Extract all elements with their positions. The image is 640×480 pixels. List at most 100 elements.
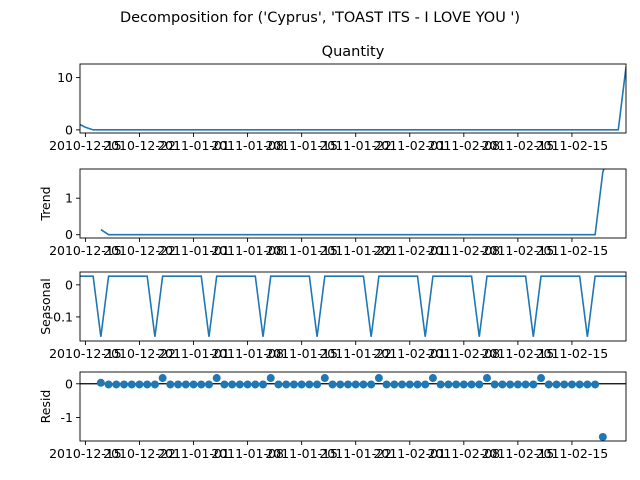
trend-xtick-label: 2011-02-15 bbox=[536, 243, 609, 258]
resid-point bbox=[150, 380, 159, 389]
trend-xtick-label: 2011-01-15 bbox=[265, 243, 338, 258]
quantity-xtick-label: 2011-02-08 bbox=[427, 138, 500, 153]
resid-point bbox=[583, 380, 592, 389]
quantity-axes-frame bbox=[79, 63, 627, 134]
seasonal-xtick-label: 2011-02-01 bbox=[373, 346, 446, 361]
resid-point bbox=[112, 380, 121, 389]
resid-point bbox=[598, 432, 607, 441]
resid-point bbox=[120, 380, 129, 389]
resid-point bbox=[390, 380, 399, 389]
resid-point bbox=[475, 380, 484, 389]
seasonal-xtick-label: 2011-01-15 bbox=[265, 346, 338, 361]
resid-xtick-label: 2011-02-15 bbox=[536, 446, 609, 461]
seasonal-panel: Seasonal 0-0.12010-12-152010-12-222011-01… bbox=[38, 271, 627, 361]
resid-point bbox=[482, 374, 491, 383]
resid-point bbox=[436, 380, 445, 389]
resid-point bbox=[189, 380, 198, 389]
resid-point bbox=[282, 380, 291, 389]
resid-point bbox=[367, 380, 376, 389]
resid-point bbox=[181, 380, 190, 389]
quantity-ytick-label: 0 bbox=[65, 122, 73, 137]
quantity-xtick-label: 2011-01-15 bbox=[265, 138, 338, 153]
resid-xtick-label: 2011-02-15 bbox=[482, 446, 555, 461]
resid-point bbox=[490, 380, 499, 389]
resid-data bbox=[80, 374, 626, 441]
resid-point bbox=[158, 374, 167, 383]
resid-point bbox=[521, 380, 530, 389]
quantity-panel: Quantity0102010-12-152010-12-222011-01-0… bbox=[49, 44, 627, 153]
resid-point bbox=[228, 380, 237, 389]
resid-point bbox=[197, 380, 206, 389]
trend-xtick-label: 2011-02-08 bbox=[427, 243, 500, 258]
resid-point bbox=[575, 380, 584, 389]
resid-point bbox=[289, 380, 298, 389]
quantity-series-line bbox=[80, 67, 626, 131]
quantity-xtick-label: 2011-02-15 bbox=[482, 138, 555, 153]
resid-point bbox=[343, 380, 352, 389]
resid-xtick-label: 2011-01-01 bbox=[157, 446, 230, 461]
resid-point bbox=[297, 380, 306, 389]
trend-axes-frame bbox=[79, 168, 627, 239]
seasonal-ytick-label: 0 bbox=[65, 277, 73, 292]
seasonal-series-line bbox=[80, 275, 626, 337]
trend-ytick-label: 0 bbox=[65, 227, 73, 242]
quantity-xtick-label: 2010-12-22 bbox=[103, 138, 176, 153]
resid-point bbox=[320, 374, 329, 383]
seasonal-data bbox=[80, 275, 626, 337]
resid-axes-frame bbox=[79, 371, 627, 442]
resid-point bbox=[135, 380, 144, 389]
trend-xtick-label: 2010-12-15 bbox=[49, 243, 122, 258]
resid-ytick-label: -1 bbox=[61, 410, 73, 425]
seasonal-xtick-label: 2011-01-22 bbox=[319, 346, 392, 361]
resid-point bbox=[351, 380, 360, 389]
resid-xtick-label: 2011-01-15 bbox=[265, 446, 338, 461]
resid-point bbox=[220, 380, 229, 389]
quantity-data bbox=[80, 67, 626, 131]
seasonal-ytick-label: -0.1 bbox=[49, 309, 73, 324]
resid-point bbox=[428, 374, 437, 383]
resid-xtick-label: 2011-02-01 bbox=[373, 446, 446, 461]
resid-point bbox=[212, 374, 221, 383]
seasonal-xtick-label: 2011-02-08 bbox=[427, 346, 500, 361]
resid-point bbox=[537, 374, 546, 383]
resid-point bbox=[266, 374, 275, 383]
trend-series-line bbox=[100, 169, 605, 236]
quantity-xtick-label: 2011-01-01 bbox=[157, 138, 230, 153]
resid-point bbox=[166, 380, 175, 389]
trend-xtick-label: 2011-02-15 bbox=[482, 243, 555, 258]
resid-point bbox=[235, 380, 244, 389]
resid-ytick-label: 0 bbox=[65, 376, 73, 391]
resid-point bbox=[444, 380, 453, 389]
resid-point bbox=[544, 380, 553, 389]
resid-point bbox=[274, 380, 283, 389]
quantity-xtick-label: 2011-01-22 bbox=[319, 138, 392, 153]
resid-point bbox=[174, 380, 183, 389]
resid-xtick-label: 2010-12-15 bbox=[49, 446, 122, 461]
trend-ytick-label: 1 bbox=[65, 191, 73, 206]
resid-xtick-label: 2011-01-08 bbox=[211, 446, 284, 461]
resid-xtick-label: 2011-02-08 bbox=[427, 446, 500, 461]
resid-point bbox=[405, 380, 414, 389]
figure-suptitle: Decomposition for ('Cyprus', 'TOAST ITS … bbox=[120, 10, 520, 26]
resid-point bbox=[305, 380, 314, 389]
trend-data bbox=[100, 169, 605, 236]
seasonal-axes-frame bbox=[79, 271, 627, 342]
trend-panel: Trend012010-12-152010-12-222011-01-01201… bbox=[38, 168, 627, 258]
resid-panel: Resid0-12010-12-152010-12-222011-01-0120… bbox=[38, 371, 627, 461]
resid-point bbox=[398, 380, 407, 389]
resid-point bbox=[591, 380, 600, 389]
seasonal-xtick-label: 2011-02-15 bbox=[536, 346, 609, 361]
resid-point bbox=[104, 380, 113, 389]
quantity-xtick-label: 2011-01-08 bbox=[211, 138, 284, 153]
quantity-ytick-label: 10 bbox=[57, 70, 73, 85]
trend-xtick-label: 2011-01-22 bbox=[319, 243, 392, 258]
resid-point bbox=[552, 380, 561, 389]
seasonal-xtick-label: 2011-02-15 bbox=[482, 346, 555, 361]
resid-point bbox=[382, 380, 391, 389]
resid-xtick-label: 2011-01-22 bbox=[319, 446, 392, 461]
resid-point bbox=[459, 380, 468, 389]
seasonal-xtick-label: 2010-12-22 bbox=[103, 346, 176, 361]
trend-xtick-label: 2010-12-22 bbox=[103, 243, 176, 258]
resid-point bbox=[467, 380, 476, 389]
